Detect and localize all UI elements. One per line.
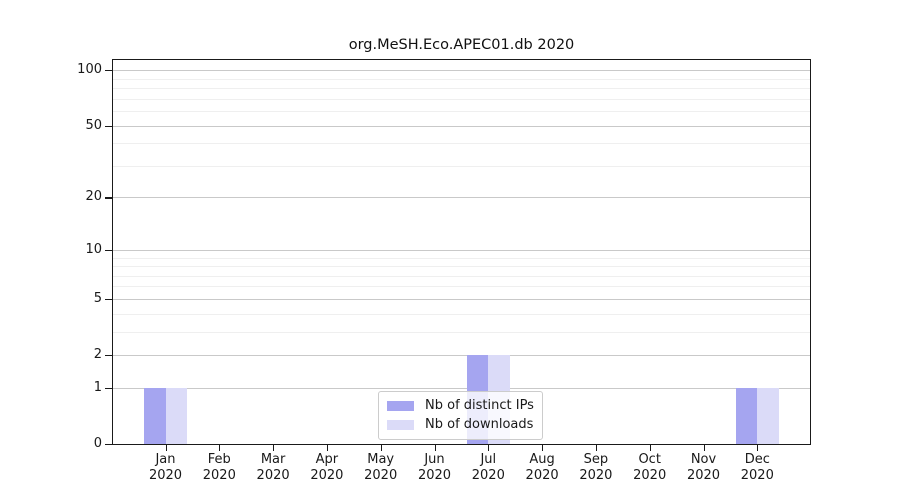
x-axis-tick xyxy=(273,445,275,451)
x-axis-label-year: 2020 xyxy=(740,468,774,483)
bar-distinct-ips xyxy=(144,387,166,444)
x-axis-label: Apr 2020 xyxy=(296,452,358,484)
chart-title: org.MeSH.Eco.APEC01.db 2020 xyxy=(348,37,575,53)
minor-gridline xyxy=(113,313,810,315)
legend-item-distinct-ips: Nb of distinct IPs xyxy=(387,396,534,415)
x-axis-label-year: 2020 xyxy=(148,468,183,483)
x-axis-label-year: 2020 xyxy=(471,468,505,483)
x-axis-label-year: 2020 xyxy=(525,468,559,483)
x-axis-label: Feb 2020 xyxy=(188,452,250,484)
y-axis-tick xyxy=(105,298,112,301)
x-axis-label-month: Jun xyxy=(424,452,445,467)
x-axis-label-month: Mar xyxy=(260,452,286,467)
x-axis-label-year: 2020 xyxy=(686,468,721,483)
major-gridline xyxy=(113,249,810,251)
x-axis-label: Dec 2020 xyxy=(726,452,788,484)
x-axis-tick xyxy=(649,445,651,451)
legend-swatch-downloads xyxy=(387,419,414,430)
legend-label-downloads: Nb of downloads xyxy=(425,417,534,432)
x-axis-label-month: Jan xyxy=(155,452,176,467)
x-axis-label: May 2020 xyxy=(350,452,412,484)
x-axis-label: Aug 2020 xyxy=(511,452,573,484)
minor-gridline xyxy=(113,286,810,288)
x-axis-label-year: 2020 xyxy=(633,468,667,483)
x-axis-tick xyxy=(595,445,598,451)
x-axis-tick xyxy=(380,445,382,451)
y-axis-tick xyxy=(105,444,112,446)
minor-gridline xyxy=(113,78,810,80)
x-axis-label: Sep 2020 xyxy=(565,452,627,484)
major-gridline xyxy=(113,70,810,72)
y-axis-label: 20 xyxy=(85,189,102,205)
legend: Nb of distinct IPs Nb of downloads xyxy=(378,391,543,440)
minor-gridline xyxy=(113,275,810,277)
legend-item-downloads: Nb of downloads xyxy=(387,415,534,434)
x-axis-label-year: 2020 xyxy=(364,468,398,483)
bar-downloads xyxy=(165,387,187,444)
x-axis-label-month: Feb xyxy=(207,452,231,467)
x-axis-tick xyxy=(542,445,544,451)
x-axis-label-year: 2020 xyxy=(310,468,344,483)
y-axis-label: 2 xyxy=(93,347,102,362)
major-gridline xyxy=(113,298,810,300)
minor-gridline xyxy=(113,266,810,267)
x-axis-label-month: Dec xyxy=(744,452,770,467)
x-axis-label-month: Jul xyxy=(480,452,497,467)
x-axis-label-year: 2020 xyxy=(202,468,236,483)
minor-gridline xyxy=(113,88,810,89)
plot-area xyxy=(112,59,811,445)
x-axis-tick xyxy=(703,445,705,451)
bar-downloads xyxy=(757,387,779,444)
x-axis-label-year: 2020 xyxy=(256,468,290,483)
x-axis-tick xyxy=(434,445,436,451)
x-axis-label: Jun 2020 xyxy=(404,452,466,484)
bar-distinct-ips xyxy=(735,387,758,444)
minor-gridline xyxy=(113,331,810,333)
x-axis-label: Mar 2020 xyxy=(242,452,304,484)
y-axis-tick xyxy=(105,355,112,357)
x-axis-tick xyxy=(488,445,490,451)
minor-gridline xyxy=(113,111,810,112)
x-axis-label-month: Nov xyxy=(690,452,717,467)
y-axis-label: 1 xyxy=(93,379,102,395)
y-axis-tick xyxy=(105,387,112,390)
y-axis-label: 5 xyxy=(93,290,102,306)
major-gridline xyxy=(113,387,810,389)
x-axis-label-month: Aug xyxy=(529,452,555,467)
x-axis-label-year: 2020 xyxy=(417,468,452,483)
y-axis-label: 10 xyxy=(85,241,102,257)
x-axis-tick xyxy=(326,445,329,451)
minor-gridline xyxy=(113,257,810,259)
legend-swatch-distinct-ips xyxy=(387,400,414,411)
x-axis-label: Jan 2020 xyxy=(135,452,197,484)
minor-gridline xyxy=(113,98,810,100)
minor-gridline xyxy=(113,165,810,167)
major-gridline xyxy=(113,125,810,127)
x-axis-label: Nov 2020 xyxy=(673,452,735,484)
x-axis-label: Oct 2020 xyxy=(619,452,681,484)
x-axis-label-month: Oct xyxy=(638,452,661,467)
y-axis-tick xyxy=(105,249,112,251)
y-axis-label: 50 xyxy=(85,117,102,133)
x-axis-tick xyxy=(219,445,221,451)
x-axis-label-year: 2020 xyxy=(579,468,613,483)
y-axis-label: 0 xyxy=(93,436,102,451)
x-axis-label-month: Apr xyxy=(315,452,339,467)
x-axis-label-month: May xyxy=(367,452,395,467)
major-gridline xyxy=(113,197,810,199)
x-axis-label-month: Sep xyxy=(583,452,609,467)
x-axis-tick xyxy=(757,445,759,451)
y-axis-tick xyxy=(105,197,112,199)
legend-label-distinct-ips: Nb of distinct IPs xyxy=(425,398,534,413)
minor-gridline xyxy=(113,143,810,145)
x-axis-label: Jul 2020 xyxy=(457,452,519,484)
y-axis-tick xyxy=(105,70,112,72)
major-gridline xyxy=(113,355,810,356)
x-axis-tick xyxy=(165,445,167,451)
y-axis-label: 100 xyxy=(77,62,102,78)
y-axis-tick xyxy=(105,125,112,127)
